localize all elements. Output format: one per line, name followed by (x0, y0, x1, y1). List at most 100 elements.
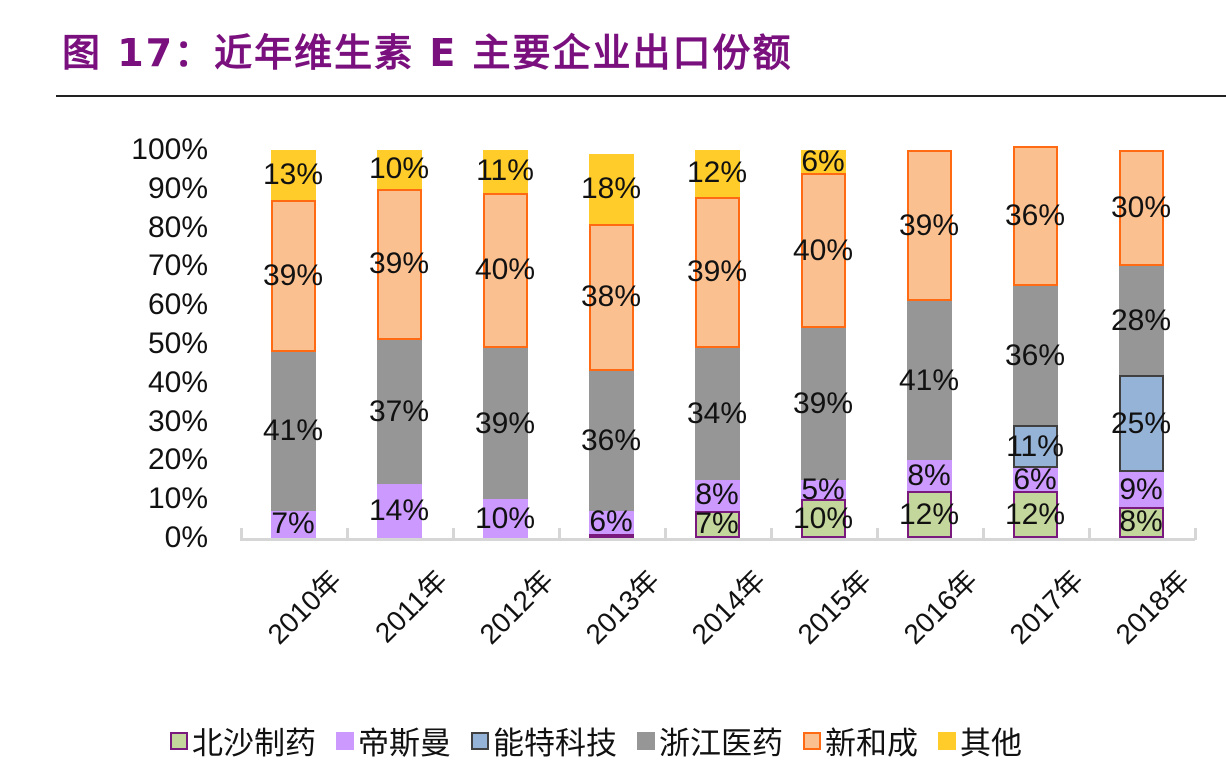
bar-segment (589, 371, 634, 511)
bar-segment (1119, 506, 1164, 538)
bar-segment (589, 223, 634, 372)
bar-segment (801, 150, 846, 174)
figure-title: 图 17：近年维生素 E 主要企业出口份额 (62, 31, 793, 75)
data-label: 6% (801, 144, 845, 178)
legend-label: 其他 (960, 726, 1022, 762)
bar-segment (589, 510, 634, 535)
bar-segment (695, 196, 740, 348)
data-label: 39% (686, 255, 748, 289)
bar-segment (695, 510, 740, 538)
data-label: 25% (1110, 406, 1172, 440)
legend-swatch-icon (336, 731, 354, 750)
data-label: 5% (801, 472, 845, 506)
data-label: 41% (898, 363, 960, 397)
y-tick-label: 70% (147, 249, 208, 283)
x-axis-tick (1194, 528, 1197, 540)
x-axis-tick (346, 528, 349, 540)
bar-segment (801, 328, 846, 480)
bar-segment (1119, 150, 1164, 267)
bar-segment (377, 188, 422, 341)
data-label: 6% (1013, 462, 1057, 496)
legend-swatch-icon (803, 731, 821, 750)
bar-segment (907, 150, 952, 302)
legend-item: 其他 (938, 718, 1022, 763)
legend-item: 能特科技 (471, 718, 617, 763)
legend-label: 北沙制药 (192, 726, 316, 762)
bar-segment (695, 347, 740, 480)
data-label: 28% (1110, 303, 1172, 337)
x-axis-tick (558, 528, 561, 540)
data-label: 12% (1004, 497, 1066, 531)
x-tick-label: 2017年 (1003, 564, 1090, 651)
data-label: 10% (368, 152, 430, 186)
y-tick-label: 100% (131, 133, 208, 166)
data-label: 11% (1006, 429, 1064, 463)
legend-label: 新和成 (825, 726, 918, 762)
legend-swatch-icon (938, 731, 956, 750)
x-axis-tick (1088, 528, 1091, 540)
x-axis-tick (770, 528, 773, 540)
data-label: 40% (792, 233, 854, 267)
y-tick-label: 0% (164, 521, 208, 554)
x-axis-tick (876, 528, 879, 540)
legend-item: 浙江医药 (637, 718, 783, 763)
data-label: 18% (580, 171, 642, 205)
chart-legend: 北沙制药 帝斯曼 能特科技 浙江医药 新和成 其他 (170, 718, 1022, 763)
legend-item: 北沙制药 (170, 718, 316, 763)
data-label: 11% (476, 154, 534, 188)
bar-segment (1119, 375, 1164, 473)
y-tick-label: 40% (147, 365, 208, 399)
bar-segment (483, 347, 528, 500)
bar-segment (695, 150, 740, 197)
bar-segment (1013, 491, 1058, 538)
bar-segment (377, 340, 422, 484)
x-axis-tick (664, 528, 667, 540)
bar-segment (695, 479, 740, 511)
x-axis-tick (452, 528, 455, 540)
bar-segment (483, 192, 528, 348)
bar-segment (271, 351, 316, 511)
data-label: 34% (686, 396, 748, 430)
data-label: 9% (1119, 472, 1163, 506)
data-label: 36% (1004, 338, 1066, 372)
x-tick-label: 2010年 (261, 564, 348, 651)
bar-segment (801, 479, 846, 500)
y-tick-label: 90% (147, 171, 208, 205)
bar-segment (801, 499, 846, 538)
bar-segment (271, 150, 316, 201)
data-label: 8% (695, 478, 739, 512)
x-tick-label: 2014年 (685, 564, 772, 651)
bar-segment (483, 150, 528, 193)
data-label: 37% (368, 394, 430, 428)
data-label: 12% (686, 156, 748, 190)
data-label: 6% (589, 505, 633, 539)
bar-segment (589, 153, 634, 224)
x-axis-line (240, 538, 1195, 541)
bar-segment (907, 460, 952, 492)
legend-swatch-icon (637, 731, 655, 750)
data-label: 7% (271, 507, 315, 541)
bar-segment (271, 510, 316, 538)
data-label: 30% (1110, 191, 1172, 225)
data-label: 10% (474, 501, 536, 535)
x-axis-tick (982, 528, 985, 540)
bar-segment (907, 301, 952, 461)
bar-segment (1013, 285, 1058, 426)
data-label: 39% (474, 406, 536, 440)
x-axis-tick (240, 528, 243, 540)
legend-swatch-icon (471, 731, 489, 750)
data-label: 12% (898, 497, 960, 531)
data-label: 39% (898, 208, 960, 242)
bar-segment (801, 173, 846, 329)
data-label: 36% (1004, 198, 1066, 232)
data-label: 39% (262, 259, 324, 293)
bar-segment (483, 499, 528, 538)
bar-segment (1119, 472, 1164, 507)
bar-segment (589, 534, 634, 539)
bar-segment (1013, 425, 1058, 469)
x-tick-label: 2018年 (1109, 564, 1196, 651)
y-tick-label: 50% (147, 327, 208, 360)
y-tick-label: 60% (147, 288, 208, 322)
bar-segment (907, 491, 952, 538)
data-label: 8% (907, 458, 951, 492)
